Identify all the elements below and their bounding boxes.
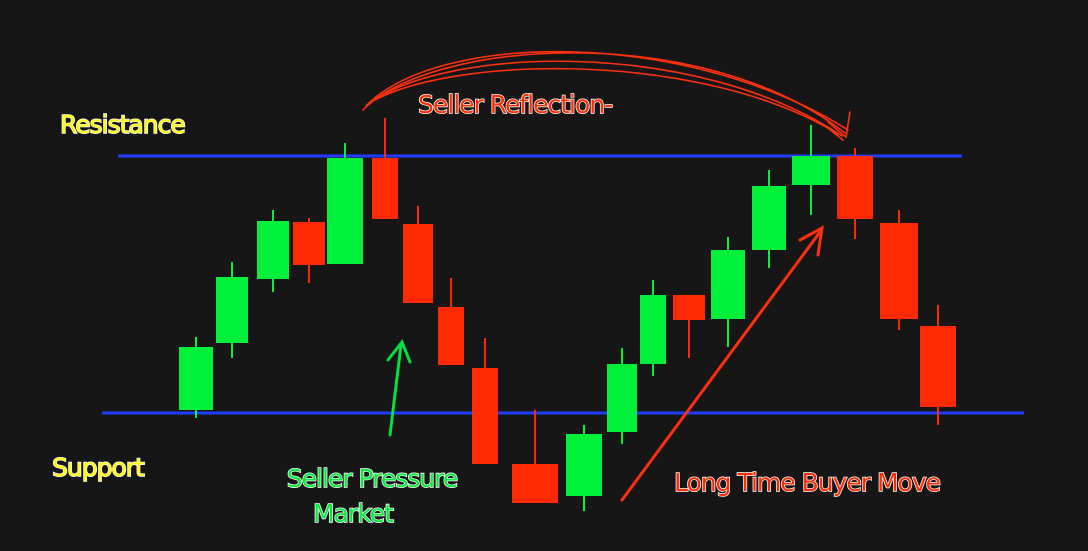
candle-body — [711, 250, 745, 319]
candle-body — [403, 224, 433, 303]
arrows — [362, 50, 851, 502]
candle-body — [179, 347, 213, 410]
candle-body — [837, 156, 873, 219]
candle-body — [372, 158, 398, 219]
candle-body — [673, 295, 705, 320]
arc-arrow — [362, 50, 851, 141]
green-arrow — [386, 339, 412, 437]
level-label: Support — [52, 453, 145, 482]
annotation: Market — [313, 499, 394, 528]
candle-body — [792, 156, 830, 185]
candle-body — [216, 277, 248, 343]
candle-body — [257, 221, 289, 279]
candle-body — [640, 295, 666, 364]
annotation: Seller Pressure — [287, 464, 458, 493]
candle-body — [752, 186, 786, 250]
candle-body — [327, 158, 363, 264]
candle-body — [607, 364, 637, 432]
candle-body — [880, 223, 918, 319]
candle-body — [472, 368, 498, 464]
candle-body — [438, 307, 464, 365]
candles — [179, 118, 956, 511]
annotation: Seller Reflection- — [418, 90, 612, 119]
levels: Resistance Support — [51, 109, 1024, 483]
red-arrow — [620, 225, 824, 502]
candle-body — [512, 464, 558, 503]
candle-body — [566, 434, 602, 496]
annotation: Long Time Buyer Move — [674, 468, 941, 497]
candle-body — [293, 222, 325, 265]
candle-body — [920, 326, 956, 407]
level-label: Resistance — [60, 110, 185, 139]
